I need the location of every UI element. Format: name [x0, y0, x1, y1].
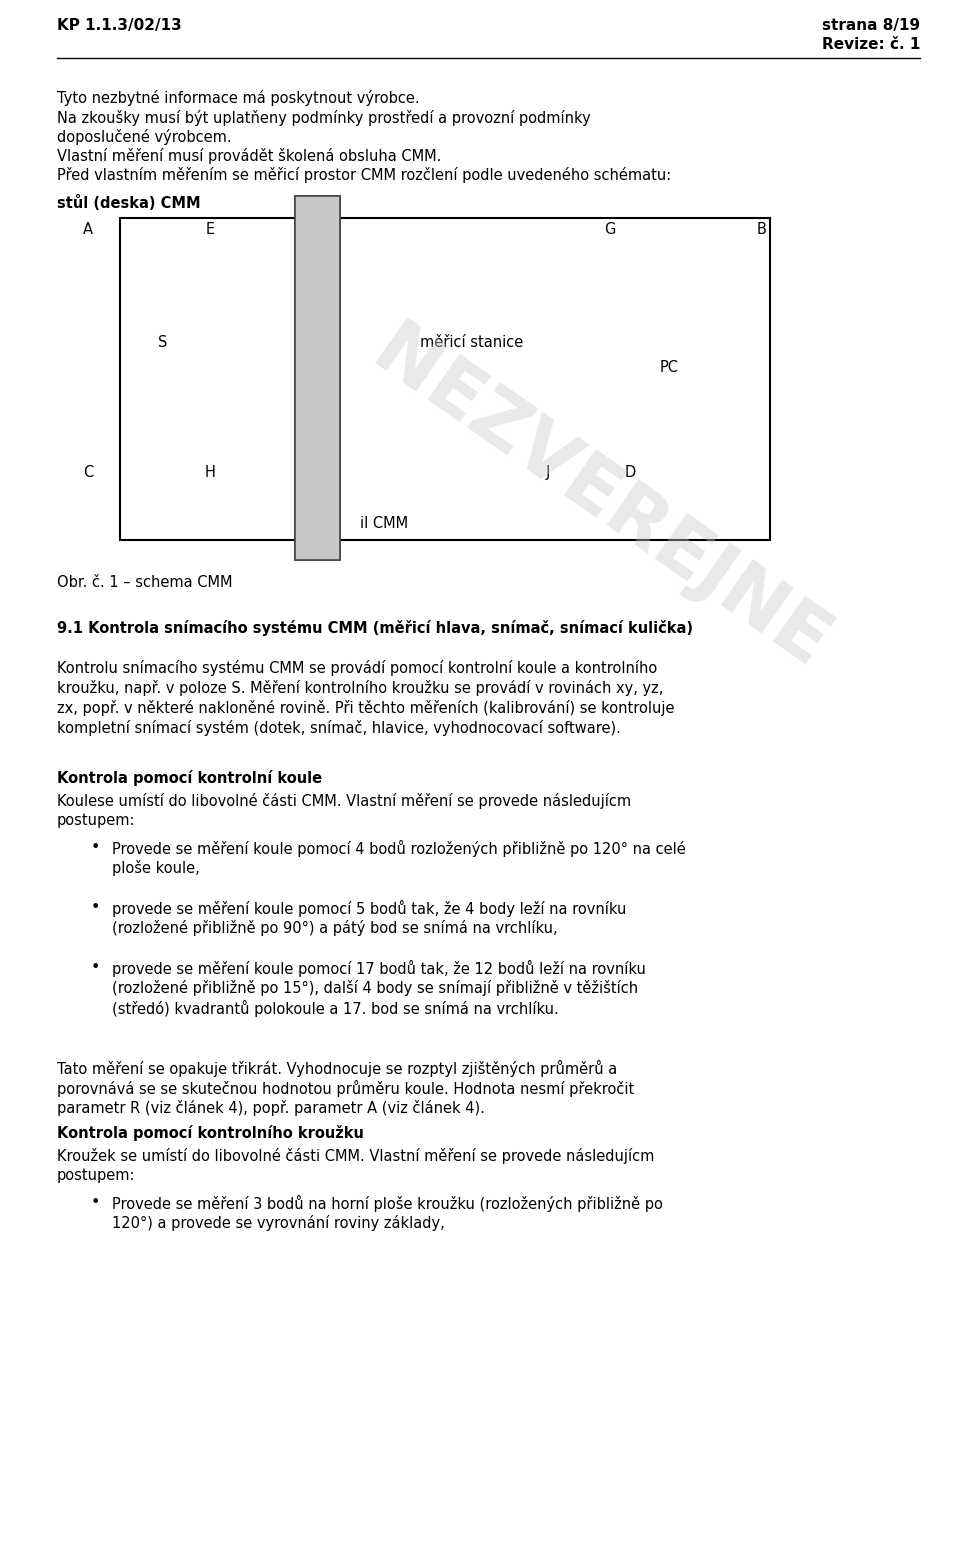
- Text: Obr. č. 1 – schema CMM: Obr. č. 1 – schema CMM: [57, 575, 232, 590]
- Text: postupem:: postupem:: [57, 813, 135, 829]
- Text: (rozložené přibližně po 90°) a pátý bod se snímá na vrchlíku,: (rozložené přibližně po 90°) a pátý bod …: [112, 920, 558, 936]
- Text: Před vlastním měřením se měřicí prostor CMM rozčlení podle uvedeného schématu:: Před vlastním měřením se měřicí prostor …: [57, 167, 671, 183]
- Text: Kontrola pomocí kontrolního kroužku: Kontrola pomocí kontrolního kroužku: [57, 1125, 364, 1142]
- Text: Kontrola pomocí kontrolní koule: Kontrola pomocí kontrolní koule: [57, 770, 323, 785]
- Text: ploše koule,: ploše koule,: [112, 860, 200, 877]
- Text: •: •: [90, 960, 100, 974]
- Text: Koulese umístí do libovolné části CMM. Vlastní měření se provede následujícm: Koulese umístí do libovolné části CMM. V…: [57, 793, 631, 809]
- Bar: [295, 197, 340, 561]
- Text: měřicí stanice: měřicí stanice: [420, 335, 523, 350]
- Text: 9.1 Kontrola snímacího systému CMM (měřicí hlava, snímač, snímací kulička): 9.1 Kontrola snímacího systému CMM (měři…: [57, 620, 693, 637]
- Text: doposlučené výrobcem.: doposlučené výrobcem.: [57, 129, 231, 146]
- Text: A: A: [83, 222, 93, 237]
- Text: Kontrolu snímacího systému CMM se provádí pomocí kontrolní koule a kontrolního: Kontrolu snímacího systému CMM se provád…: [57, 660, 658, 675]
- Text: •: •: [90, 840, 100, 855]
- Text: il CMM: il CMM: [360, 516, 408, 531]
- Text: J: J: [546, 465, 550, 480]
- Text: provede se měření koule pomocí 5 bodů tak, že 4 body leží na rovníku: provede se měření koule pomocí 5 bodů ta…: [112, 900, 626, 917]
- Text: kroužku, např. v poloze S. Měření kontrolního kroužku se provádí v rovinách xy, : kroužku, např. v poloze S. Měření kontro…: [57, 680, 663, 696]
- Text: kompletní snímací systém (dotek, snímač, hlavice, vyhodnocovací software).: kompletní snímací systém (dotek, snímač,…: [57, 720, 621, 736]
- Text: H: H: [204, 465, 215, 480]
- Text: provede se měření koule pomocí 17 bodů tak, že 12 bodů leží na rovníku: provede se měření koule pomocí 17 bodů t…: [112, 960, 646, 977]
- Text: NEZVEREJNE: NEZVEREJNE: [358, 316, 842, 685]
- Text: Provede se měření 3 bodů na horní ploše kroužku (rozložených přibližně po: Provede se měření 3 bodů na horní ploše …: [112, 1194, 662, 1211]
- Text: Provede se měření koule pomocí 4 bodů rozložených přibližně po 120° na celé: Provede se měření koule pomocí 4 bodů ro…: [112, 840, 685, 857]
- Text: Tato měření se opakuje třikrát. Vyhodnocuje se rozptyl zjištěných průměrů a: Tato měření se opakuje třikrát. Vyhodnoc…: [57, 1060, 617, 1077]
- Text: porovnává se se skutečnou hodnotou průměru koule. Hodnota nesmí překročit: porovnává se se skutečnou hodnotou průmě…: [57, 1080, 635, 1097]
- Text: C: C: [83, 465, 93, 480]
- Text: Vlastní měření musí provádět školená obsluha CMM.: Vlastní měření musí provádět školená obs…: [57, 149, 442, 164]
- Text: Na zkoušky musí být uplatňeny podmínky prostředí a provozní podmínky: Na zkoušky musí být uplatňeny podmínky p…: [57, 110, 590, 125]
- Text: 120°) a provede se vyrovnání roviny základy,: 120°) a provede se vyrovnání roviny zákl…: [112, 1214, 444, 1231]
- Text: G: G: [604, 222, 615, 237]
- Text: parametr R (viz článek 4), popř. parametr A (viz článek 4).: parametr R (viz článek 4), popř. paramet…: [57, 1100, 485, 1115]
- Text: D: D: [624, 465, 636, 480]
- Text: Kroužek se umístí do libovolné části CMM. Vlastní měření se provede následujícm: Kroužek se umístí do libovolné části CMM…: [57, 1148, 655, 1163]
- Text: B: B: [757, 222, 767, 237]
- Text: •: •: [90, 1194, 100, 1210]
- Text: (středó) kvadrantů polokoule a 17. bod se snímá na vrchlíku.: (středó) kvadrantů polokoule a 17. bod s…: [112, 1001, 559, 1018]
- Text: Tyto nezbytné informace má poskytnout výrobce.: Tyto nezbytné informace má poskytnout vý…: [57, 90, 420, 105]
- Text: PC: PC: [660, 359, 679, 375]
- Bar: [120, 218, 770, 541]
- Text: postupem:: postupem:: [57, 1168, 135, 1183]
- Text: stůl (deska) CMM: stůl (deska) CMM: [57, 195, 201, 211]
- Text: strana 8/19: strana 8/19: [822, 19, 920, 33]
- Text: S: S: [158, 335, 168, 350]
- Text: Revize: č. 1: Revize: č. 1: [822, 37, 920, 53]
- Text: (rozložené přibližně po 15°), další 4 body se snímají přibližně v těžištích: (rozložené přibližně po 15°), další 4 bo…: [112, 981, 638, 996]
- Text: KP 1.1.3/02/13: KP 1.1.3/02/13: [57, 19, 181, 33]
- Text: E: E: [205, 222, 215, 237]
- Text: zx, popř. v některé nakloněné rovině. Při těchto měřeních (kalibrování) se kontr: zx, popř. v některé nakloněné rovině. Př…: [57, 700, 675, 716]
- Text: •: •: [90, 900, 100, 915]
- Bar: [295, 197, 340, 561]
